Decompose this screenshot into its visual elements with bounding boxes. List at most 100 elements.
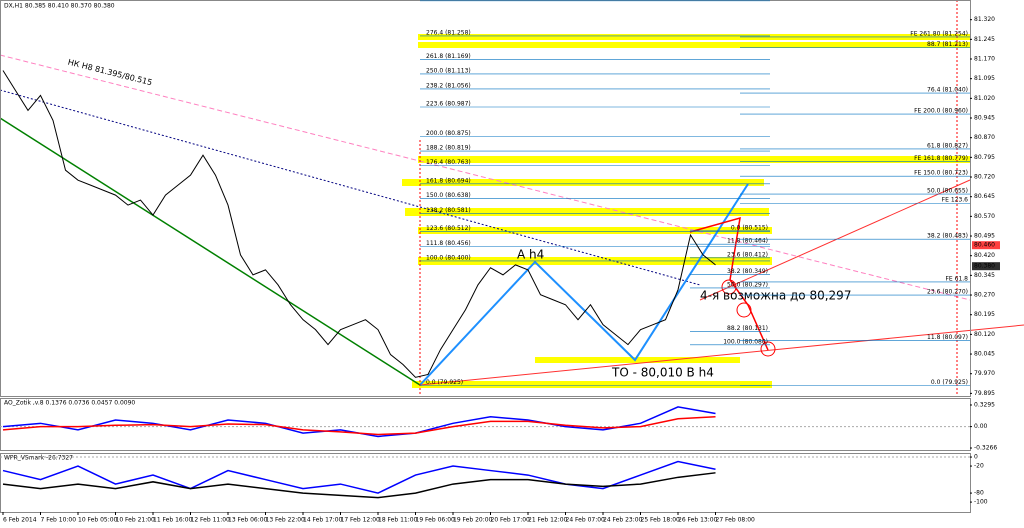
fib-label: 76.4 (81.040) xyxy=(927,87,968,94)
fib-label: 111.8 (80.456) xyxy=(426,240,471,247)
annotation: 4-я возможна до 80,297 xyxy=(700,289,851,303)
fib-label: 11.8 (80.097) xyxy=(927,334,968,341)
fib-label: 188.2 (80.819) xyxy=(426,145,471,152)
x-tick-label: 25 Feb 18:00 xyxy=(641,517,681,524)
indicator-title: WPR_VSmark -26.7327 xyxy=(4,455,73,462)
fib-label: FE 161.8 (80.779) xyxy=(914,155,968,162)
fib-label: 238.2 (81.056) xyxy=(426,82,471,89)
fib-label: 300.0 (81.392) xyxy=(426,0,471,1)
x-tick-label: 24 Feb 07:00 xyxy=(566,517,606,524)
y-tick-label: 81.320 xyxy=(974,16,995,23)
x-tick-label: 24 Feb 23:00 xyxy=(603,517,643,524)
fib-label: 150.0 (80.638) xyxy=(426,192,471,199)
y-tick-label: 80.570 xyxy=(974,213,995,220)
y-tick-label: 80.720 xyxy=(974,174,995,181)
fib-label: 100.0 (80.080) xyxy=(723,338,768,345)
y-tick-label: 79.895 xyxy=(974,390,995,397)
y-tick-label: 80.195 xyxy=(974,311,995,318)
fib-label: 250.0 (81.113) xyxy=(426,67,471,74)
fib-label: 261.8 (81.169) xyxy=(426,53,471,60)
y-tick-label: 0.00 xyxy=(974,423,988,430)
x-tick-label: 20 Feb 17:00 xyxy=(491,517,531,524)
fib-label: 0.0 (79.925) xyxy=(931,379,968,386)
fib-label: 50.0 (80.297) xyxy=(727,281,768,288)
y-tick-label: 80.420 xyxy=(974,252,995,259)
y-tick-label: 80.120 xyxy=(974,331,995,338)
fib-label: 38.2 (80.483) xyxy=(927,233,968,240)
y-tick-label: 80.645 xyxy=(974,193,995,200)
x-tick-label: 12 Feb 11:00 xyxy=(191,517,231,524)
y-tick-label: 80.345 xyxy=(974,272,995,279)
fib-label: 0.0 (79.925) xyxy=(426,379,463,386)
fib-label: 100.0 (80.400) xyxy=(426,254,471,261)
fib-label: 88.2 (80.131) xyxy=(727,325,768,332)
fib-label: 0.0 (80.515) xyxy=(731,224,768,231)
y-tick-label: 0 xyxy=(974,454,978,461)
y-tick-label: 80.870 xyxy=(974,134,995,141)
indicator-line xyxy=(2,460,716,494)
y-tick-label: 0.3295 xyxy=(974,401,995,408)
x-tick-label: 26 Feb 13:00 xyxy=(678,517,718,524)
x-tick-label: 10 Feb 21:00 xyxy=(116,517,156,524)
price-tag-label: 80.380 xyxy=(974,263,995,270)
y-tick-label: 81.095 xyxy=(974,75,995,82)
fib-label: 61.8 (80.827) xyxy=(927,142,968,149)
trend-lines xyxy=(0,0,1024,396)
annotation: ТО - 80,010 В h4 xyxy=(611,366,714,380)
fib-label: 123.6 (80.512) xyxy=(426,225,471,232)
x-tick-label: 10 Feb 05:00 xyxy=(78,517,118,524)
fib-label: 50.0 (80.655) xyxy=(927,188,968,195)
price-tag xyxy=(972,262,1000,271)
fib-label: FE 200.0 (80.960) xyxy=(914,108,968,115)
fib-label: FE 261.80 (81.254) xyxy=(910,30,968,37)
y-tick-label: 81.170 xyxy=(974,56,995,63)
x-tick-label: 7 Feb 10:00 xyxy=(41,517,77,524)
fib-label: 38.2 (80.349) xyxy=(727,268,768,275)
fib-label: FE 61.8 xyxy=(945,275,968,282)
x-tick-label: 13 Feb 22:00 xyxy=(266,517,306,524)
y-tick-label: -0.3266 xyxy=(974,445,997,452)
chart-layer: 81.320 81.245 81.170 81.095 81.020 80.945 80.8… xyxy=(0,0,1000,524)
y-tick-label: 79.970 xyxy=(974,370,995,377)
x-tick-label: 11 Feb 16:00 xyxy=(153,517,193,524)
x-tick-label: 27 Feb 08:00 xyxy=(716,517,756,524)
y-tick-label: 81.245 xyxy=(974,36,995,43)
y-tick-label: 80.495 xyxy=(974,233,995,240)
indicator-line xyxy=(2,472,716,499)
x-tick-label: 6 Feb 2014 xyxy=(3,517,37,524)
y-tick-label: -100 xyxy=(974,499,988,506)
chart-title: DX,H1 80.385 80.410 80.370 80.380 xyxy=(4,3,115,10)
fib-label: 223.6 (80.987) xyxy=(426,100,471,107)
y-tick-label: 80.945 xyxy=(974,115,995,122)
x-tick-label: 21 Feb 12:00 xyxy=(528,517,568,524)
fib-label: 176.4 (80.763) xyxy=(426,159,471,166)
fib-label: FE 123.6 xyxy=(942,197,969,204)
fib-label: 200.0 (80.875) xyxy=(426,130,471,137)
y-tick-label: 81.020 xyxy=(974,95,995,102)
indicator-line xyxy=(2,416,716,436)
y-tick-label: 80.045 xyxy=(974,351,995,358)
y-tick-label: 80.795 xyxy=(974,154,995,161)
fib-label: 88.7 (81.213) xyxy=(927,41,968,48)
price-tag-label: 80.460 xyxy=(974,242,995,249)
x-tick-label: 13 Feb 06:00 xyxy=(228,517,268,524)
x-tick-label: 19 Feb 06:00 xyxy=(416,517,456,524)
fib-label: 23.6 (80.412) xyxy=(727,251,768,258)
price-line xyxy=(2,70,716,378)
fib-label: 276.4 (81.258) xyxy=(426,29,471,36)
fib-label: 138.2 (80.581) xyxy=(426,207,471,214)
fib-label: FE 150.0 (80.723) xyxy=(914,170,968,177)
fib-label: 161.8 (80.694) xyxy=(426,177,471,184)
fib-label: 23.6 (80.270) xyxy=(927,289,968,296)
y-tick-label: -20 xyxy=(974,463,984,470)
x-tick-label: 19 Feb 20:00 xyxy=(453,517,493,524)
x-tick-label: 18 Feb 11:00 xyxy=(378,517,418,524)
y-tick-label: -80 xyxy=(974,490,984,497)
x-tick-label: 17 Feb 12:00 xyxy=(341,517,381,524)
y-tick-label: 80.270 xyxy=(974,292,995,299)
price-tag xyxy=(972,241,1000,250)
annotation: A h4 xyxy=(517,248,544,262)
fib-label: 11.8 (80.464) xyxy=(727,238,768,245)
x-tick-label: 14 Feb 17:00 xyxy=(303,517,343,524)
